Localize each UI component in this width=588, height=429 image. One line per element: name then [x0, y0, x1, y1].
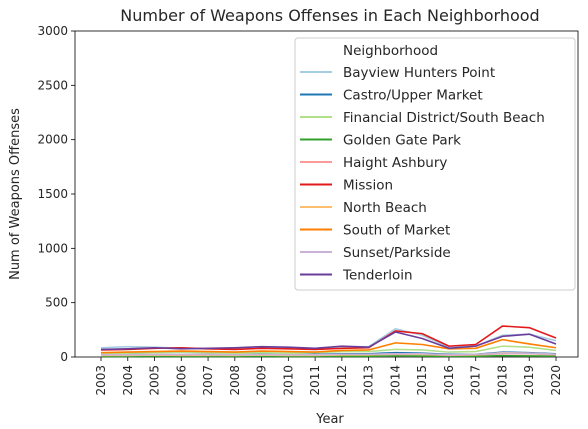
x-tick-label: 2012	[335, 365, 349, 396]
x-tick-label: 2017	[469, 365, 483, 396]
series-line-sunset-parkside	[101, 352, 557, 356]
legend-box	[294, 37, 576, 291]
x-tick-label: 2014	[388, 365, 402, 396]
x-tick-label: 2013	[362, 365, 376, 396]
legend-label-south-of-market: South of Market	[343, 223, 450, 239]
series-line-tenderloin	[100, 331, 557, 351]
series-line-financial-district-south-beach	[100, 345, 557, 355]
x-tick-label: 2003	[94, 365, 108, 396]
y-tick-label: 1000	[37, 241, 68, 255]
x-tick-label: 2010	[281, 365, 295, 396]
legend-label-tenderloin: Tenderloin	[342, 268, 413, 284]
y-tick-label: 2000	[37, 133, 68, 147]
legend-label-mission: Mission	[343, 178, 393, 194]
plot-area: 0 500 1000 1500 2000 2500 3000 2003 2004 2005 2006…	[37, 24, 579, 396]
legend-label-castro-upper-market: Castro/Upper Market	[343, 88, 483, 104]
chart-title: Number of Weapons Offenses in Each Neigh…	[120, 6, 539, 25]
series-line-bayview-hunters-point	[100, 327, 557, 350]
x-tick-label: 2007	[201, 365, 215, 396]
x-tick-label: 2015	[415, 365, 429, 396]
x-tick-label: 2005	[148, 365, 162, 396]
series-line-golden-gate-park	[101, 354, 557, 358]
x-tick-label: 2019	[522, 365, 536, 396]
x-axis-title: Year	[315, 412, 344, 427]
legend-title: Neighborhood	[343, 43, 438, 59]
x-tick-label: 2016	[442, 365, 456, 396]
y-axis-title: Num of Weapons Offenses	[8, 108, 23, 280]
x-tick-label: 2008	[228, 365, 242, 396]
legend-label-golden-gate-park: Golden Gate Park	[343, 133, 461, 149]
series-line-south-of-market	[100, 338, 557, 354]
x-tick-label: 2018	[495, 365, 509, 396]
y-tick-label: 0	[60, 350, 68, 364]
series-line-mission	[100, 325, 557, 351]
x-tick-label: 2006	[174, 365, 188, 396]
x-tick-label: 2011	[308, 365, 322, 396]
legend-label-sunset-parkside: Sunset/Parkside	[343, 245, 451, 261]
x-tick-label: 2009	[255, 365, 269, 396]
x-tick-label: 2020	[549, 365, 563, 396]
y-tick-label: 1500	[37, 187, 68, 201]
legend-label-financial-district-south-beach: Financial District/South Beach	[343, 110, 545, 126]
legend-label-north-beach: North Beach	[343, 200, 427, 216]
legend-label-bayview-hunters-point: Bayview Hunters Point	[343, 65, 495, 81]
legend: Neighborhood Bayview Hunters Point Castro/…	[294, 37, 576, 291]
y-tick-label: 2500	[37, 78, 68, 92]
y-tick-label: 3000	[37, 24, 68, 38]
x-tick-label: 2004	[121, 365, 135, 396]
y-tick-label: 500	[45, 296, 68, 310]
legend-label-haight-ashbury: Haight Ashbury	[343, 155, 447, 171]
